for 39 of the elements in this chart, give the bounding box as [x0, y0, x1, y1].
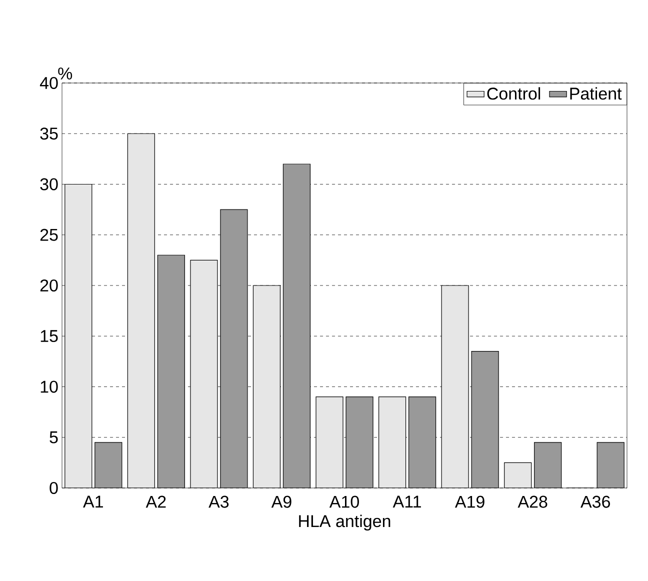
- y-tick-label: 15: [40, 330, 58, 342]
- x-axis-title: HLA antigen: [299, 514, 390, 531]
- y-tick-label: 10: [40, 380, 58, 393]
- bar: [378, 396, 406, 488]
- bar: [283, 164, 310, 488]
- bar: [128, 134, 155, 488]
- bar: [596, 442, 624, 488]
- y-tick-label: 35: [40, 128, 58, 140]
- legend-label: Patient: [570, 87, 622, 100]
- bar: [190, 260, 218, 488]
- y-tick-label: 30: [40, 178, 58, 190]
- legend-label: Control: [487, 87, 540, 100]
- x-tick-label: A19: [454, 496, 484, 508]
- bar: [316, 396, 344, 488]
- x-tick-label: A1: [83, 496, 103, 508]
- y-tick-label: 25: [40, 228, 58, 241]
- bar: [408, 396, 436, 488]
- x-tick-label: A36: [580, 496, 610, 508]
- x-tick-label: A2: [146, 496, 166, 508]
- bar: [253, 285, 280, 488]
- x-tick-label: A28: [518, 496, 548, 508]
- bar: [472, 351, 499, 488]
- y-tick-label: 0: [50, 482, 58, 494]
- x-tick-label: A3: [208, 496, 229, 508]
- bar: [158, 255, 185, 488]
- bar: [220, 210, 248, 488]
- x-tick-label: A10: [329, 496, 359, 508]
- y-axis-title: %: [58, 68, 72, 80]
- bar: [534, 442, 562, 488]
- bar: [94, 442, 122, 488]
- bar: [346, 396, 373, 488]
- y-tick-label: 40: [40, 76, 58, 90]
- x-tick-label: A9: [271, 496, 292, 508]
- y-tick-label: 5: [50, 431, 58, 444]
- bar: [442, 285, 469, 488]
- bar: [504, 462, 532, 488]
- y-tick-label: 20: [40, 279, 58, 292]
- x-tick-label: A11: [392, 496, 421, 508]
- bar: [64, 184, 92, 488]
